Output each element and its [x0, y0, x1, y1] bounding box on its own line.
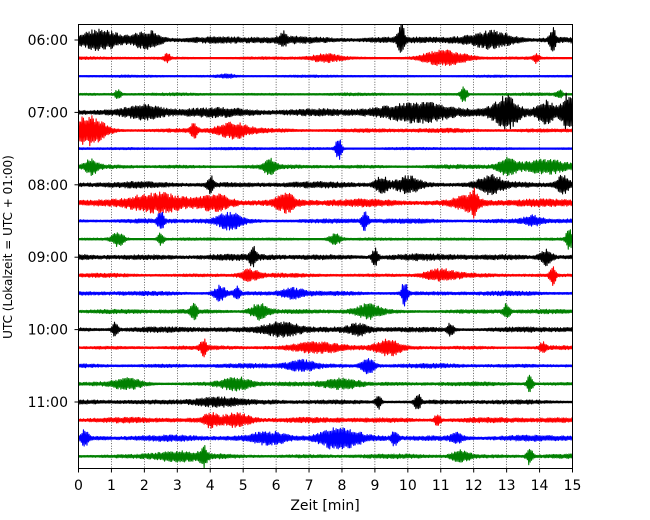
- x-tick-label: 13: [498, 478, 516, 494]
- x-tick-label: 4: [206, 478, 215, 494]
- y-tick-label: 11:00: [28, 395, 68, 411]
- y-tick-label: 09:00: [28, 250, 68, 266]
- x-tick-label: 6: [272, 478, 281, 494]
- x-tick-label: 10: [399, 478, 417, 494]
- x-tick-label: 0: [74, 478, 83, 494]
- x-tick-label: 1: [107, 478, 116, 494]
- x-tick-label: 7: [305, 478, 314, 494]
- seismogram-trace: [77, 283, 574, 307]
- x-tick-label: 3: [173, 478, 182, 494]
- x-axis-label: Zeit [min]: [290, 498, 359, 514]
- plot-frame: [78, 24, 573, 469]
- y-axis-label: UTC (Lokalzeit = UTC + 01:00): [1, 155, 15, 339]
- x-tick-label: 2: [140, 478, 149, 494]
- grid-lines: [111, 24, 540, 469]
- y-tick-label: 06:00: [28, 33, 68, 49]
- x-tick-label: 14: [531, 478, 549, 494]
- y-tick-label: 08:00: [28, 178, 68, 194]
- y-tick-label: 07:00: [28, 105, 68, 121]
- x-tick-label: 9: [370, 478, 379, 494]
- x-tick-label: 11: [432, 478, 450, 494]
- x-axis-ticks: 0 1 2 3 4 5 6 7 8 9 10 11 12 13 14 15: [74, 468, 582, 494]
- x-tick-label: 8: [338, 478, 347, 494]
- seismogram-traces: [77, 24, 574, 469]
- x-tick-label: 5: [239, 478, 248, 494]
- seismogram-trace: [77, 139, 574, 160]
- y-axis-ticks: 06:00 07:00 08:00 09:00 10:00 11:00: [28, 33, 79, 411]
- x-tick-label: 12: [465, 478, 483, 494]
- y-tick-label: 10:00: [28, 323, 68, 339]
- seismogram-trace: [77, 24, 574, 53]
- x-tick-label: 15: [564, 478, 582, 494]
